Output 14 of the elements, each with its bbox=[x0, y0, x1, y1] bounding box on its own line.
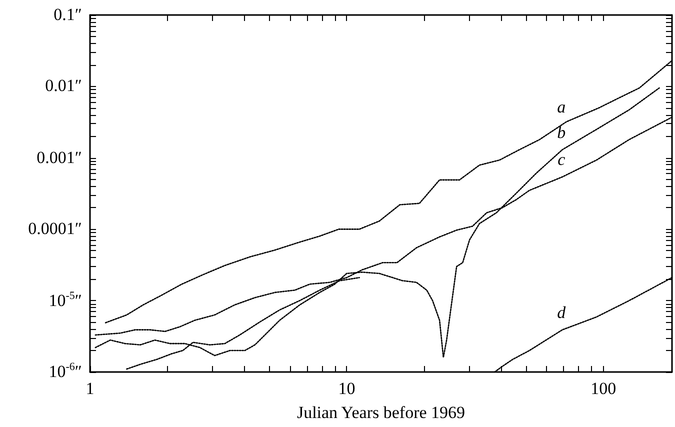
y-tick-label: 10$^{-5}$″ bbox=[48, 290, 82, 312]
series-label: d bbox=[557, 302, 566, 322]
y-tick-label: 0.001″ bbox=[36, 146, 82, 169]
x-axis-title: Julian Years before 1969 bbox=[296, 403, 466, 422]
y-tick-label: 0.1″ bbox=[54, 4, 82, 26]
x-tick-label: 1 bbox=[86, 379, 94, 398]
x-tick-label: 10 bbox=[338, 379, 356, 398]
series-label: c bbox=[558, 150, 566, 169]
y-tick-label: 0.01″ bbox=[45, 75, 82, 98]
y-tick-label: 0.0001″ bbox=[28, 218, 82, 240]
series-label: b bbox=[557, 123, 566, 142]
x-tick-label: 100 bbox=[590, 379, 616, 398]
series-label: a bbox=[557, 98, 566, 117]
y-tick-label: 10$^{-6}$″ bbox=[48, 361, 82, 383]
